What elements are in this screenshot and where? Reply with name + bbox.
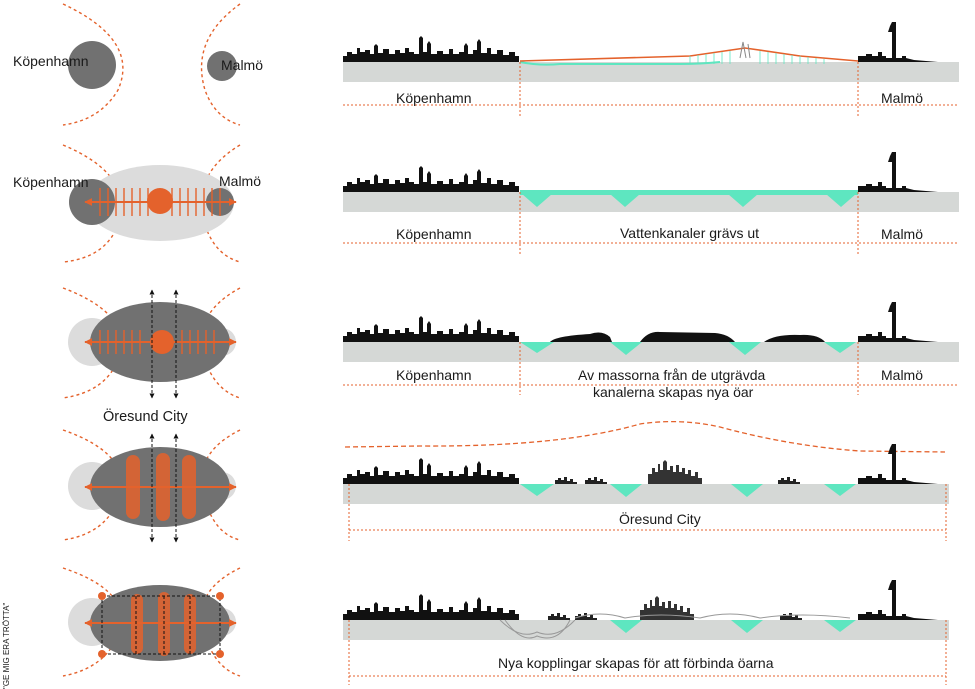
label-malmo-2: Malmö [219,173,261,189]
section3-label-middle-2: kanalerna skapas nya öar [593,384,754,400]
row3-diagram: Öresund City [62,287,241,425]
section1-label-right: Malmö [881,90,923,106]
skyline-cph [343,36,519,62]
label-cph-1: Köpenhamn [13,53,89,69]
row2-diagram: Köpenhamn Malmö [13,144,261,263]
oresund-bridge [519,47,859,62]
row4-diagram [62,429,241,543]
skyline-profile [344,420,946,453]
section2-label-right: Malmö [881,226,923,242]
new-island [640,331,735,342]
section5-label-middle: Nya kopplingar skapas för att förbinda ö… [498,655,774,671]
section4-label-middle: Öresund City [619,510,701,527]
influence-arc-malmo [200,3,241,126]
row1-diagram: Köpenhamn Malmö [13,3,263,126]
label-malmo-1: Malmö [221,57,263,73]
connection-grid [101,595,221,655]
side-text: "GE MIG ERA TRÖTTA" [2,603,11,689]
section-5: Nya kopplingar skapas för att förbinda ö… [343,580,949,685]
city-cluster [648,460,702,484]
section2-label-middle: Vattenkanaler grävs ut [620,225,759,241]
section-3: Köpenhamn Av massorna från de utgrävda k… [343,302,959,400]
ground [343,62,959,82]
section3-label-middle-1: Av massorna från de utgrävda [578,367,766,383]
section-1: Köpenhamn Malmö [343,22,959,118]
section3-label-right: Malmö [881,367,923,383]
section-4: Öresund City [343,420,949,541]
caption-oresund-city: Öresund City [103,407,188,425]
new-island [550,332,612,342]
row5-diagram [62,567,241,677]
new-island [764,334,825,342]
section3-label-left: Köpenhamn [396,367,472,383]
new-connections [574,613,851,619]
influence-arc-cph [62,3,124,126]
water-level [520,190,858,195]
section-2: Köpenhamn Vattenkanaler grävs ut Malmö [343,152,959,255]
section1-label-left: Köpenhamn [396,90,472,106]
label-cph-2: Köpenhamn [13,174,89,190]
cph-circle [68,41,116,89]
section2-label-left: Köpenhamn [396,226,472,242]
skyline-malmo [858,22,938,62]
malmo-circle [207,51,237,81]
